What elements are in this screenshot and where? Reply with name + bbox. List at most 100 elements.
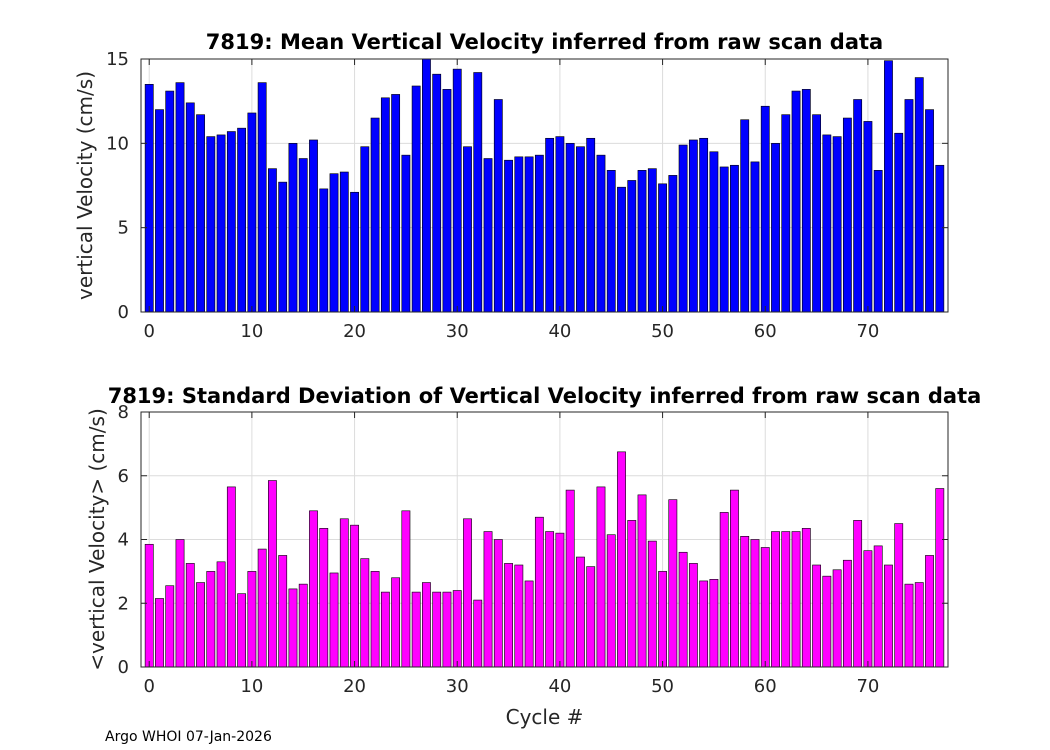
- mean-velocity-bar: [165, 90, 175, 313]
- mean-velocity-bar: [206, 136, 216, 313]
- std-velocity-bar: [411, 591, 421, 668]
- std-velocity-bar: [493, 539, 503, 668]
- std-velocity-bar: [863, 550, 873, 668]
- mean-velocity-bar: [483, 158, 493, 313]
- std-velocity-bar: [688, 563, 698, 668]
- mean-velocity-bar: [678, 144, 688, 313]
- std-velocity-bar: [822, 575, 832, 668]
- std-velocity-bar: [432, 591, 442, 668]
- mean-velocity-bar: [360, 146, 370, 313]
- std-velocity-x-tick-label: 10: [240, 676, 263, 697]
- mean-velocity-bar: [781, 114, 791, 313]
- std-velocity-bar: [298, 583, 308, 668]
- std-velocity-bar: [524, 580, 534, 668]
- mean-velocity-title: 7819: Mean Vertical Velocity inferred fr…: [206, 30, 883, 54]
- std-velocity-bar: [760, 547, 770, 668]
- mean-velocity-bar: [740, 119, 750, 313]
- mean-velocity-bar: [534, 154, 544, 313]
- mean-velocity-bar: [658, 183, 667, 313]
- mean-velocity-bar: [329, 173, 339, 313]
- std-velocity-bar: [483, 531, 493, 668]
- std-velocity-bar: [165, 585, 175, 668]
- mean-velocity-bar: [309, 139, 318, 313]
- std-velocity-x-tick-label: 70: [856, 676, 879, 697]
- mean-velocity-bar: [771, 143, 780, 313]
- mean-velocity-bar: [442, 89, 452, 313]
- mean-velocity-bar: [155, 109, 164, 313]
- std-velocity-ticks: 0 10 20 30 40 50 60 70 0 2 4 6 8: [118, 402, 948, 697]
- std-velocity-bar: [350, 524, 359, 668]
- mean-velocity-bar: [760, 105, 770, 313]
- mean-velocity-bar: [627, 180, 637, 313]
- mean-velocity-bar: [247, 112, 257, 313]
- mean-velocity-bar: [555, 136, 565, 313]
- mean-velocity-bar: [801, 89, 811, 313]
- mean-velocity-bar: [288, 143, 298, 313]
- std-velocity-bar: [514, 564, 524, 668]
- mean-velocity-y-tick-label: 5: [118, 218, 129, 239]
- mean-velocity-bar: [257, 82, 267, 313]
- mean-velocity-bar: [380, 97, 390, 313]
- std-velocity-bar: [288, 588, 298, 668]
- std-velocity-bar: [791, 531, 801, 668]
- std-velocity-bar: [422, 582, 431, 668]
- std-velocity-bar: [226, 486, 236, 668]
- mean-velocity-bar: [853, 99, 863, 313]
- mean-velocity-ticks: 0 10 20 30 40 50 60 70 0 5 10 15: [106, 49, 948, 342]
- mean-velocity-bars: [144, 58, 945, 313]
- mean-velocity-bar: [319, 188, 329, 313]
- std-velocity-x-tick-label: 60: [754, 676, 777, 697]
- std-velocity-bar: [740, 536, 750, 668]
- mean-velocity-bar: [935, 164, 945, 313]
- mean-velocity-bar: [350, 191, 359, 313]
- mean-velocity-bar: [185, 102, 195, 313]
- mean-velocity-bar: [268, 168, 277, 313]
- std-velocity-bar: [175, 539, 185, 668]
- std-velocity-y-tick-label: 2: [118, 593, 129, 614]
- std-velocity-bar: [360, 558, 370, 668]
- std-velocity-bar: [555, 532, 565, 668]
- std-velocity-bar: [545, 531, 555, 668]
- mean-velocity-bar: [586, 137, 596, 313]
- std-velocity-bar: [247, 571, 257, 668]
- std-velocity-x-tick-label: 50: [651, 676, 674, 697]
- mean-velocity-bar: [709, 151, 719, 313]
- std-velocity-bar: [463, 518, 472, 668]
- std-velocity-title: 7819: Standard Deviation of Vertical Vel…: [108, 384, 982, 408]
- std-velocity-bar: [380, 591, 390, 668]
- std-velocity-bar: [678, 551, 688, 668]
- std-velocity-bar: [329, 572, 339, 668]
- mean-velocity-bar: [617, 186, 626, 313]
- mean-velocity-bar: [832, 136, 842, 313]
- mean-velocity-bar: [411, 85, 421, 313]
- std-velocity-bar: [319, 528, 329, 668]
- mean-velocity-bar: [144, 84, 154, 313]
- mean-velocity-bar: [873, 170, 883, 313]
- std-velocity-x-tick-label: 0: [143, 676, 154, 697]
- mean-velocity-bar: [925, 109, 934, 313]
- std-velocity-bar: [144, 543, 154, 668]
- mean-velocity-bar: [750, 161, 760, 313]
- mean-velocity-bar: [432, 73, 442, 313]
- mean-velocity-x-tick-label: 10: [240, 321, 263, 342]
- mean-velocity-bar: [545, 137, 555, 313]
- std-velocity-bar: [216, 561, 226, 668]
- std-velocity-bar: [237, 593, 247, 668]
- std-velocity-bar: [658, 571, 667, 668]
- mean-velocity-bar: [401, 154, 411, 313]
- std-velocity-chart: 0 10 20 30 40 50 60 70 0 2 4 6 8 7819: Standard Devi…: [85, 384, 981, 729]
- mean-velocity-x-tick-label: 40: [548, 321, 571, 342]
- mean-velocity-bar: [493, 99, 503, 313]
- mean-velocity-bar: [278, 181, 288, 313]
- std-velocity-bar: [647, 540, 657, 668]
- mean-velocity-bar: [606, 170, 616, 313]
- std-velocity-bar: [771, 531, 780, 668]
- mean-velocity-bar: [422, 58, 431, 313]
- mean-velocity-bar: [565, 143, 575, 313]
- mean-velocity-y-axis-label: vertical Velocity (cm/s): [73, 71, 97, 300]
- mean-velocity-bar: [298, 158, 308, 313]
- mean-velocity-bar: [524, 156, 534, 313]
- std-velocity-y-tick-label: 0: [118, 657, 129, 678]
- std-velocity-bar: [730, 489, 739, 668]
- std-velocity-y-tick-label: 8: [118, 402, 129, 423]
